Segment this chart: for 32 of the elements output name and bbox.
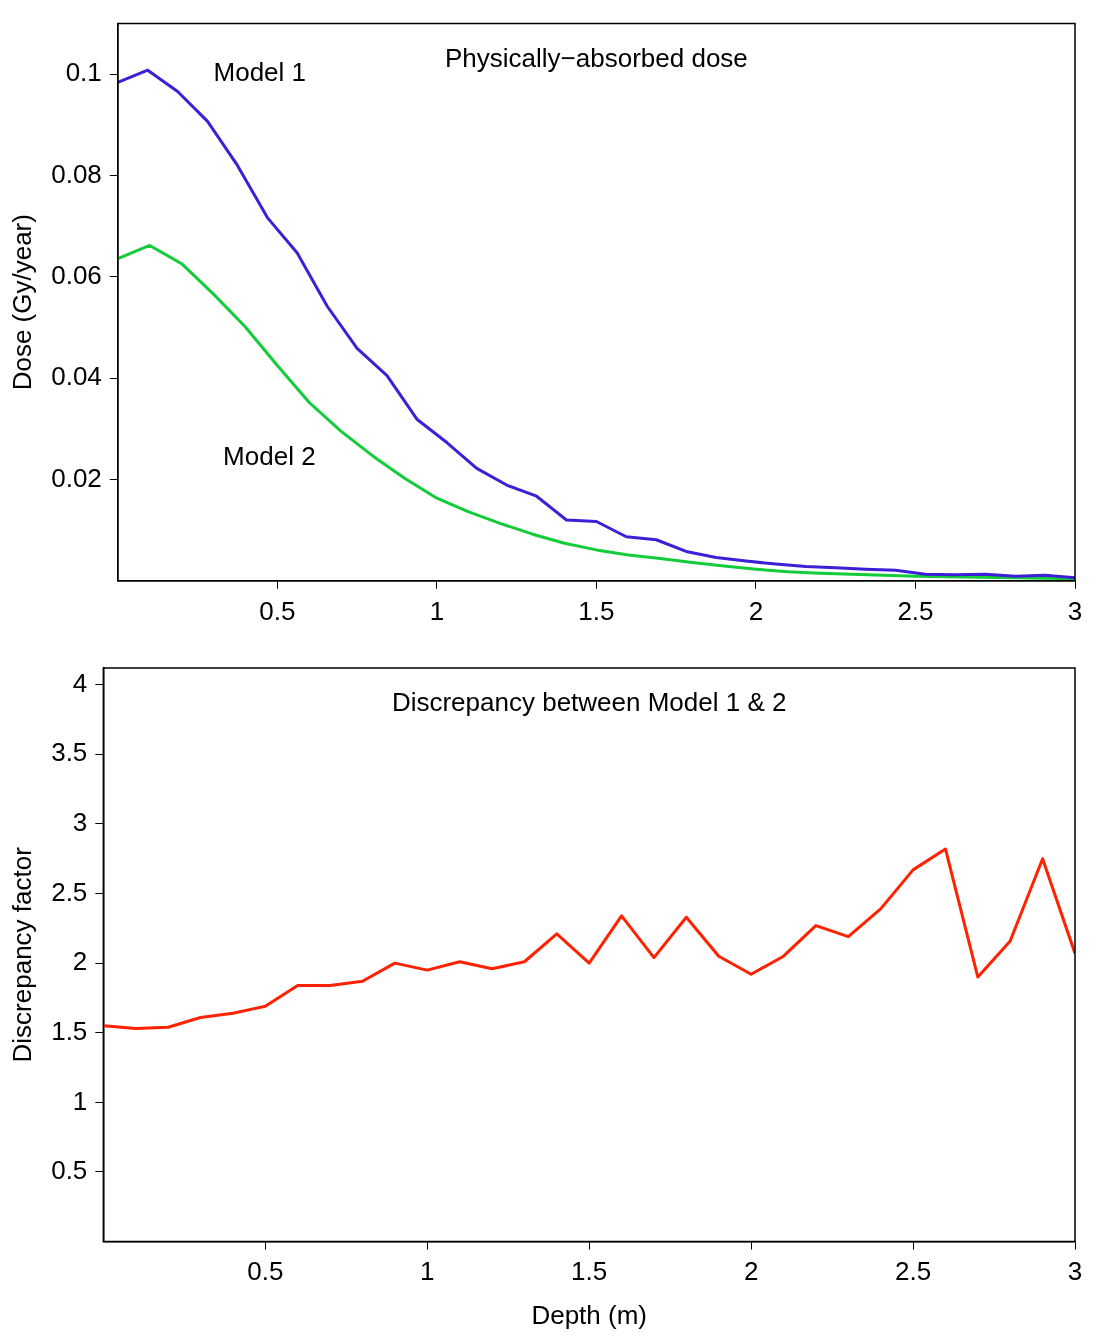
x-tick-label: 2 [743,1256,759,1287]
y-tick-label: 0.02 [51,462,102,493]
x-tick-label: 1.5 [578,595,615,626]
x-tick-label: 1 [419,1256,435,1287]
x-axis-title: Depth (m) [531,1299,647,1330]
y-axis-title: Discrepancy factor [6,846,37,1063]
y-tick-label: 0.06 [51,260,102,291]
x-tick-label: 3 [1067,595,1083,626]
text: Physically−absorbed dose [445,42,748,73]
y-axis-title: Dose (Gy/year) [6,214,37,391]
y-tick-label: 2 [72,946,88,977]
x-tick-label: 1.5 [571,1256,608,1287]
x-tick-label: 2.5 [897,595,934,626]
y-tick-label: 0.1 [65,57,102,88]
x-tick-label: 1 [429,595,445,626]
y-tick-label: 1 [72,1085,88,1116]
x-tick-label: 2.5 [894,1256,932,1287]
y-tick-label: 3.5 [51,737,88,768]
y-tick-label: 3 [72,807,88,838]
y-tick-label: 1.5 [51,1015,88,1046]
series-label: Model 2 [223,441,316,472]
series-label: Model 1 [213,56,307,87]
x-tick-label: 0.5 [259,595,296,626]
x-tick-label: 3 [1067,1256,1083,1287]
y-tick-label: 2.5 [51,876,88,907]
y-tick-label: 0.5 [51,1155,88,1186]
y-tick-label: 0.08 [51,158,102,189]
y-tick-label: 4 [72,667,88,698]
y-tick-label: 0.04 [51,361,102,392]
text: Discrepancy between Model 1 & 2 [391,687,787,718]
x-tick-label: 2 [748,595,764,626]
x-tick-label: 0.5 [247,1256,284,1287]
